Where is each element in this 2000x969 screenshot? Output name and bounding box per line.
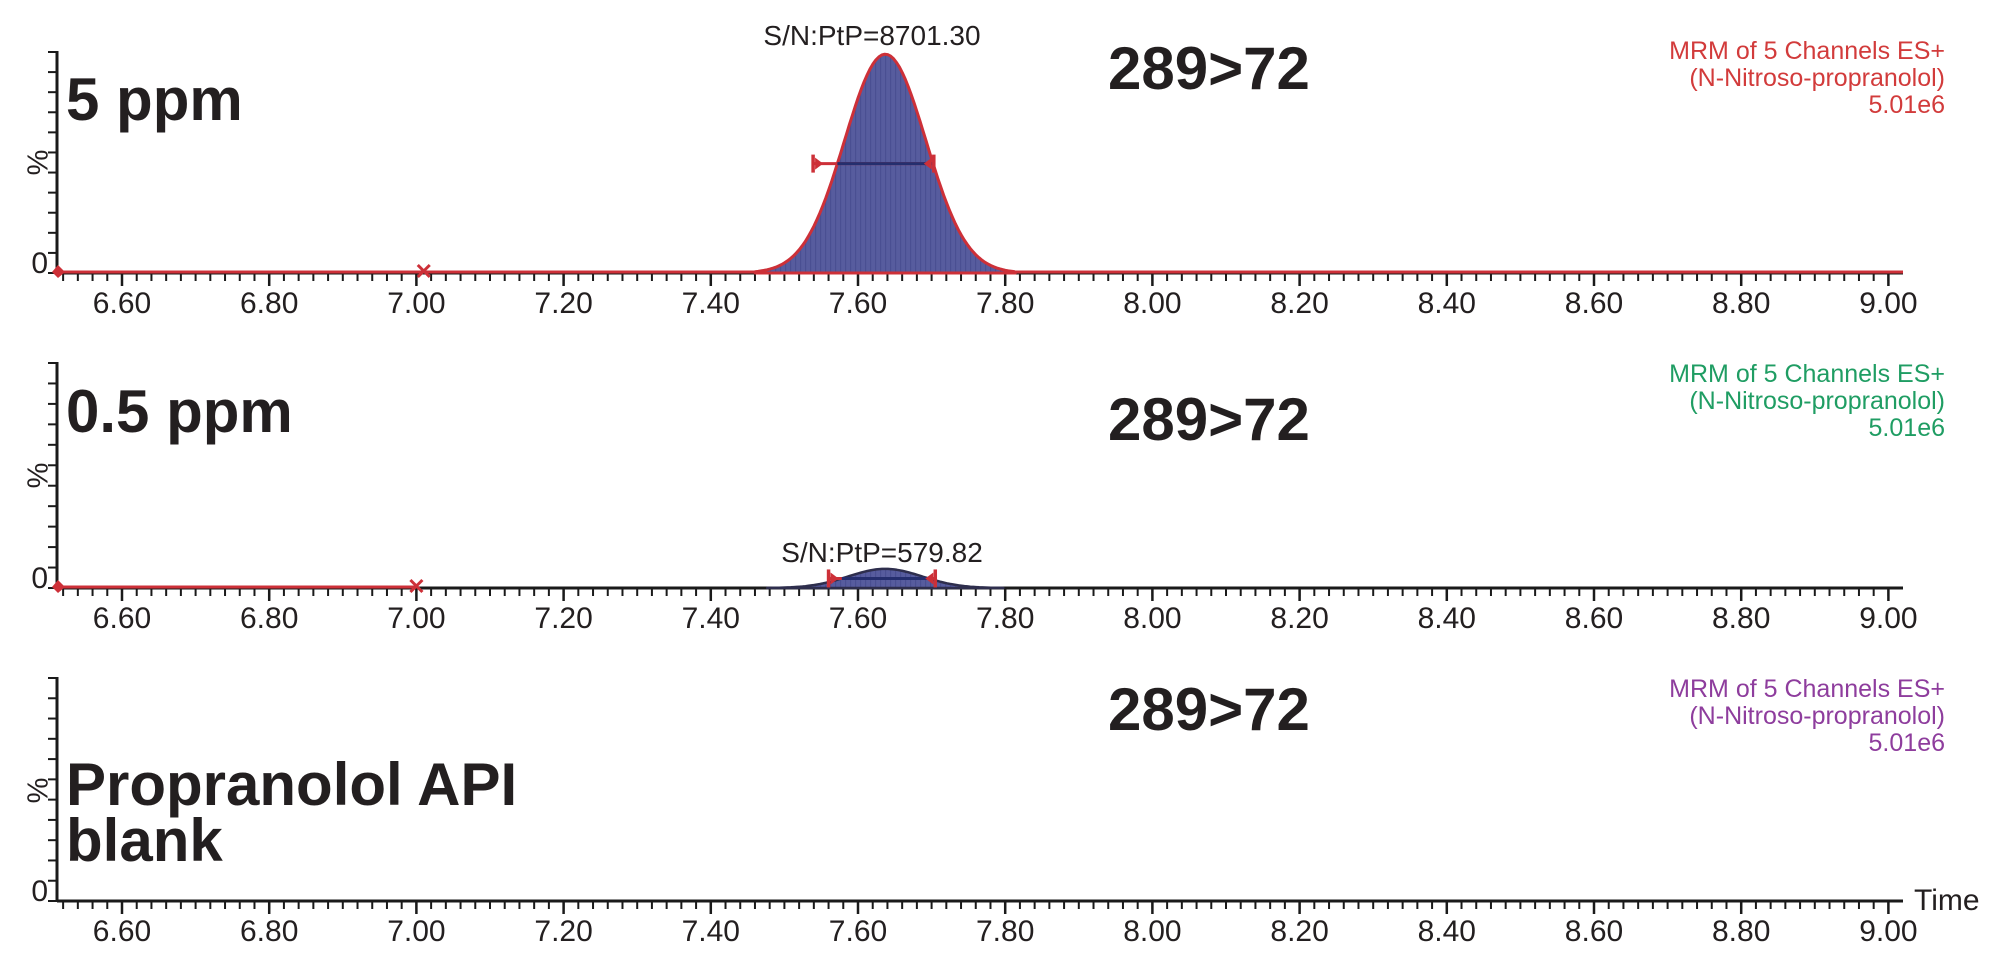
panel-3-sample-label-line1: Propranolol API (66, 751, 518, 818)
svg-text:7.20: 7.20 (534, 287, 592, 320)
panel-2-y-zero-label: 0 (31, 562, 48, 595)
panel-1-y-zero-label: 0 (31, 247, 48, 280)
panel-3-channel-line1: MRM of 5 Channels ES+ (1669, 675, 1945, 703)
svg-text:6.80: 6.80 (240, 602, 298, 635)
svg-text:6.60: 6.60 (93, 915, 151, 948)
panel-1-channel-line1: MRM of 5 Channels ES+ (1669, 37, 1945, 65)
panel-1-channel-info: MRM of 5 Channels ES+ (N-Nitroso-propran… (1669, 38, 1945, 119)
panel-2-channel-line2: (N-Nitroso-propranolol) (1689, 387, 1945, 415)
panel-2-sn-annotation: S/N:PtP=579.82 (781, 537, 983, 568)
svg-text:6.60: 6.60 (93, 287, 151, 320)
panel-1-y-axis-label: % (22, 149, 55, 176)
panel-2-channel-info: MRM of 5 Channels ES+ (N-Nitroso-propran… (1669, 361, 1945, 442)
svg-text:7.00: 7.00 (387, 287, 445, 320)
panel-3-sample-label-line2: blank (66, 807, 223, 874)
panel-1-sn-annotation: S/N:PtP=8701.30 (763, 20, 981, 51)
panel-2-sample-label-line1: 0.5 ppm (66, 378, 293, 445)
panel-3-channel-line3: 5.01e6 (1868, 729, 1945, 757)
time-axis-label: Time (1914, 884, 1980, 917)
panel-1-transition-label: 289>72 (1108, 35, 1310, 102)
svg-text:7.60: 7.60 (829, 287, 887, 320)
svg-text:8.00: 8.00 (1123, 602, 1181, 635)
svg-text:8.20: 8.20 (1270, 287, 1328, 320)
panel-1-sample-label: 5 ppm (66, 66, 243, 133)
svg-text:8.60: 8.60 (1565, 602, 1623, 635)
svg-text:7.80: 7.80 (976, 287, 1034, 320)
svg-text:7.20: 7.20 (534, 602, 592, 635)
svg-text:8.20: 8.20 (1270, 602, 1328, 635)
panel-3-y-zero-label: 0 (31, 875, 48, 908)
svg-text:6.60: 6.60 (93, 602, 151, 635)
svg-text:8.80: 8.80 (1712, 602, 1770, 635)
svg-text:6.80: 6.80 (240, 287, 298, 320)
svg-text:7.40: 7.40 (682, 915, 740, 948)
svg-text:8.60: 8.60 (1565, 287, 1623, 320)
svg-text:8.40: 8.40 (1418, 915, 1476, 948)
svg-text:7.20: 7.20 (534, 915, 592, 948)
svg-text:7.80: 7.80 (976, 602, 1034, 635)
panel-3-y-axis-label: % (22, 777, 55, 804)
svg-text:8.60: 8.60 (1565, 915, 1623, 948)
svg-text:6.80: 6.80 (240, 915, 298, 948)
panel-2-transition-label: 289>72 (1108, 386, 1310, 453)
svg-text:9.00: 9.00 (1859, 287, 1917, 320)
svg-text:7.80: 7.80 (976, 915, 1034, 948)
svg-text:7.40: 7.40 (682, 602, 740, 635)
panel-3-channel-info: MRM of 5 Channels ES+ (N-Nitroso-propran… (1669, 676, 1945, 757)
svg-text:8.20: 8.20 (1270, 915, 1328, 948)
panel-1-channel-line2: (N-Nitroso-propranolol) (1689, 64, 1945, 92)
panel-2-y-axis-label: % (22, 462, 55, 489)
panel-2-channel-line3: 5.01e6 (1868, 414, 1945, 442)
svg-text:7.60: 7.60 (829, 915, 887, 948)
svg-text:7.00: 7.00 (387, 602, 445, 635)
svg-text:8.00: 8.00 (1123, 915, 1181, 948)
svg-text:9.00: 9.00 (1859, 915, 1917, 948)
panel-2-sample-label: 0.5 ppm (66, 378, 293, 445)
svg-text:8.40: 8.40 (1418, 287, 1476, 320)
panel-3-sample-label: Propranolol API blank (66, 751, 518, 874)
panel-1-channel-line3: 5.01e6 (1868, 91, 1945, 119)
panel-3-channel-line2: (N-Nitroso-propranolol) (1689, 702, 1945, 730)
svg-text:8.80: 8.80 (1712, 287, 1770, 320)
svg-text:7.40: 7.40 (682, 287, 740, 320)
svg-text:7.00: 7.00 (387, 915, 445, 948)
svg-text:8.40: 8.40 (1418, 602, 1476, 635)
svg-text:7.60: 7.60 (829, 602, 887, 635)
svg-text:8.80: 8.80 (1712, 915, 1770, 948)
svg-text:8.00: 8.00 (1123, 287, 1181, 320)
panel-2-channel-line1: MRM of 5 Channels ES+ (1669, 360, 1945, 388)
svg-text:9.00: 9.00 (1859, 602, 1917, 635)
panel-3-transition-label: 289>72 (1108, 676, 1310, 743)
panel-1-sample-label-line1: 5 ppm (66, 66, 243, 133)
